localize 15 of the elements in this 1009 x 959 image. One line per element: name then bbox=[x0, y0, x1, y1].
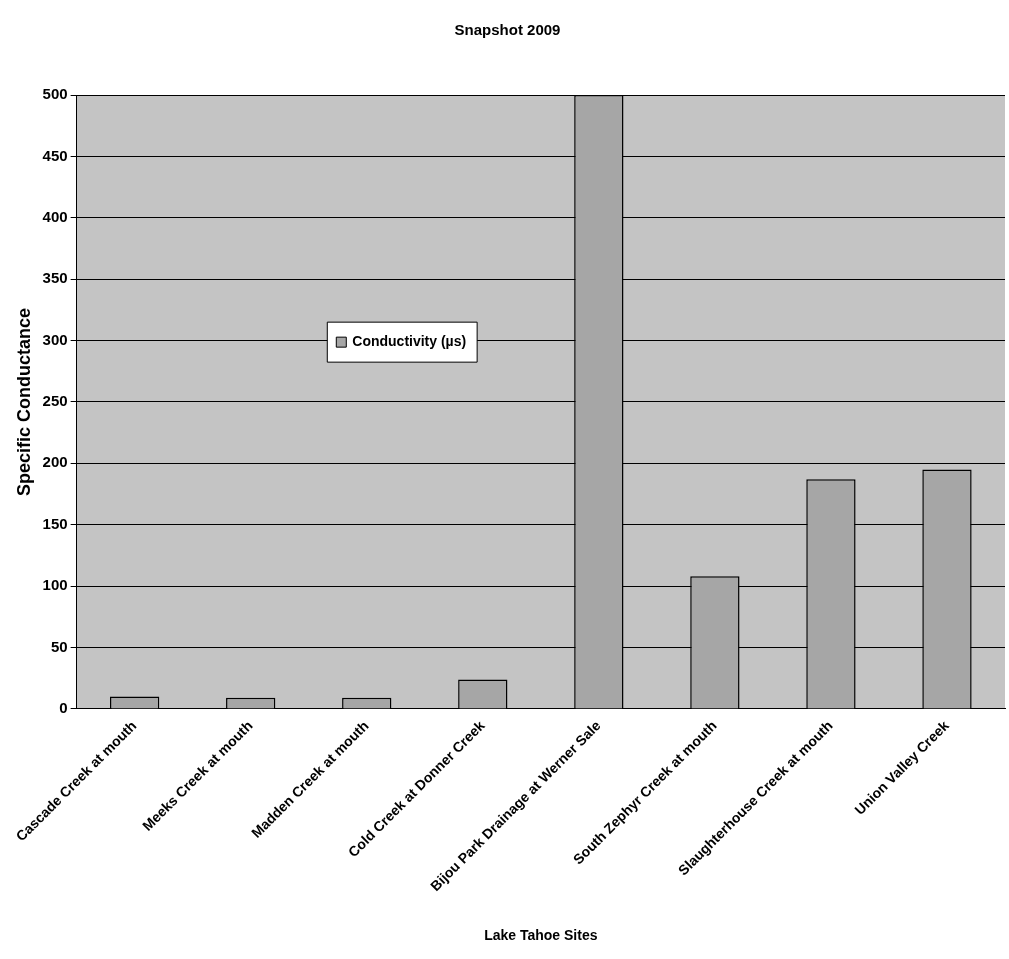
y-tick-label: 150 bbox=[42, 514, 68, 532]
y-axis-title: Specific Conductance bbox=[13, 307, 34, 496]
y-tick-label: 200 bbox=[42, 453, 68, 471]
y-tick-label: 100 bbox=[42, 576, 68, 594]
legend-label: Conductivity (µs) bbox=[352, 333, 467, 349]
y-tick-label: 350 bbox=[42, 269, 68, 287]
y-tick-label: 400 bbox=[42, 207, 68, 225]
y-tick-label: 50 bbox=[50, 637, 68, 655]
y-tick-label: 250 bbox=[42, 392, 68, 410]
y-tick-label: 0 bbox=[59, 699, 68, 717]
y-tick-label: 450 bbox=[42, 146, 68, 164]
chart-title: Snapshot 2009 bbox=[454, 21, 561, 39]
y-tick-label: 500 bbox=[42, 85, 68, 103]
x-axis-title: Lake Tahoe Sites bbox=[484, 927, 598, 944]
y-tick-label: 300 bbox=[42, 330, 68, 348]
